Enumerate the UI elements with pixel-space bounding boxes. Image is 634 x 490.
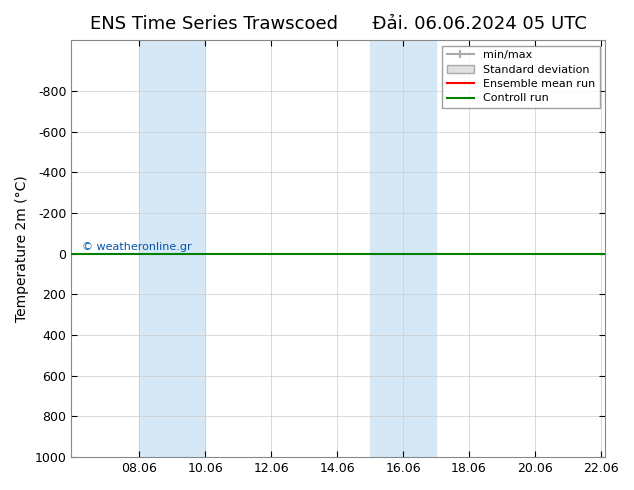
Legend: min/max, Standard deviation, Ensemble mean run, Controll run: min/max, Standard deviation, Ensemble me…	[442, 46, 600, 108]
Bar	[139, 40, 205, 457]
Text: © weatheronline.gr: © weatheronline.gr	[82, 242, 191, 251]
Title: ENS Time Series Trawscoed      Đải. 06.06.2024 05 UTC: ENS Time Series Trawscoed Đải. 06.06.202…	[90, 15, 587, 33]
Bar	[370, 40, 436, 457]
Y-axis label: Temperature 2m (°C): Temperature 2m (°C)	[15, 175, 29, 322]
